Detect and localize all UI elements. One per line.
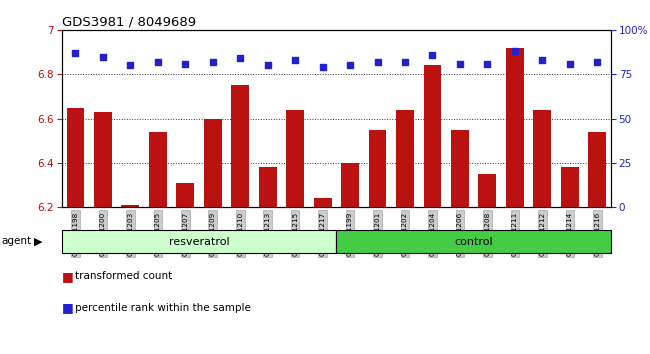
Point [455,61,465,67]
Bar [424,65,441,207]
Text: GDS3981 / 8049689: GDS3981 / 8049689 [62,16,196,29]
Point [207,59,218,65]
Bar [396,110,414,207]
Bar [506,48,524,207]
Text: GSM801202: GSM801202 [402,211,408,256]
Bar [314,198,332,207]
Bar [66,108,84,207]
Text: GSM801199: GSM801199 [347,211,353,256]
Point [482,61,493,67]
Point [263,63,273,68]
Point [510,48,520,54]
Bar [259,167,277,207]
Point [345,63,356,68]
Bar [286,110,304,207]
Text: GSM801201: GSM801201 [374,211,380,256]
Bar [204,119,222,207]
Text: percentile rank within the sample: percentile rank within the sample [75,303,251,313]
Point [290,57,300,63]
Text: GSM801209: GSM801209 [210,211,216,256]
Text: ■: ■ [62,270,73,282]
Bar [176,183,194,207]
Bar [337,230,611,253]
Point [537,57,547,63]
Point [180,61,190,67]
Text: GSM801200: GSM801200 [100,211,106,256]
Bar [561,167,579,207]
Text: GSM801213: GSM801213 [265,211,270,256]
Text: GSM801203: GSM801203 [127,211,133,256]
Text: GSM801207: GSM801207 [183,211,188,256]
Text: GSM801206: GSM801206 [457,211,463,256]
Bar [122,205,139,207]
Bar [231,85,249,207]
Text: resveratrol: resveratrol [169,236,229,247]
Point [235,56,246,61]
Point [125,63,136,68]
Bar [369,130,387,207]
Bar [451,130,469,207]
Point [70,50,81,56]
Point [317,64,328,70]
Point [400,59,410,65]
Bar [534,110,551,207]
Text: ▶: ▶ [34,236,42,246]
Bar [149,132,167,207]
Point [98,54,108,59]
Point [565,61,575,67]
Bar [62,230,337,253]
Text: GSM801216: GSM801216 [594,211,600,256]
Bar [341,163,359,207]
Text: transformed count: transformed count [75,271,172,281]
Text: GSM801214: GSM801214 [567,211,573,256]
Text: agent: agent [1,236,31,246]
Text: GSM801210: GSM801210 [237,211,243,256]
Text: GSM801204: GSM801204 [430,211,436,256]
Text: GSM801205: GSM801205 [155,211,161,256]
Point [592,59,603,65]
Point [427,52,437,58]
Text: GSM801215: GSM801215 [292,211,298,256]
Point [153,59,163,65]
Point [372,59,383,65]
Text: GSM801208: GSM801208 [484,211,490,256]
Text: GSM801217: GSM801217 [320,211,326,256]
Bar [588,132,606,207]
Text: GSM801212: GSM801212 [540,211,545,256]
Text: GSM801211: GSM801211 [512,211,518,256]
Bar [478,174,497,207]
Text: GSM801198: GSM801198 [73,211,79,256]
Text: control: control [454,236,493,247]
Bar [94,112,112,207]
Text: ■: ■ [62,302,73,314]
